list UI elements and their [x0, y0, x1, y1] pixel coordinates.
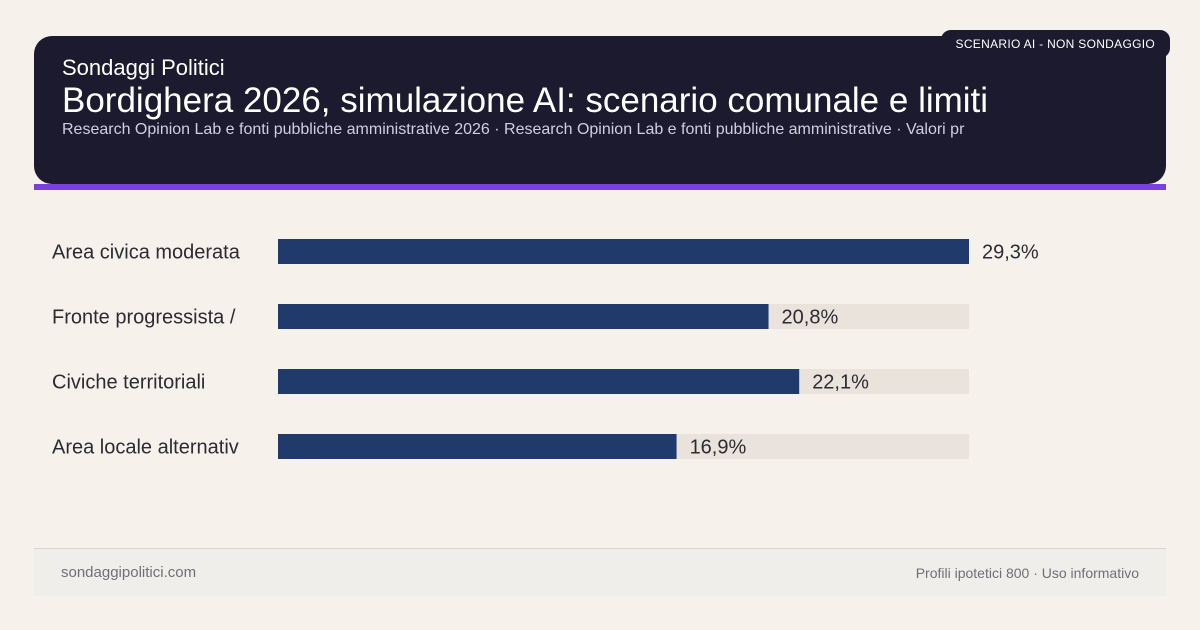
- value-label: 20,8%: [782, 307, 839, 329]
- chart-title: Bordighera 2026, simulazione AI: scenari…: [62, 81, 989, 120]
- category-label: Area locale alternativ: [52, 437, 239, 459]
- accent-divider: [34, 184, 1166, 190]
- footer-note: Profili ipotetici 800 · Uso informativo: [915, 564, 1139, 581]
- category-label: Area civica moderata: [52, 242, 241, 264]
- chart-subtitle: Research Opinion Lab e fonti pubbliche a…: [62, 121, 965, 138]
- category-label: Fronte progressista /: [52, 307, 236, 329]
- value-label: 22,1%: [812, 372, 869, 394]
- scenario-badge: SCENARIO AI - NON SONDAGGIO: [940, 30, 1170, 58]
- bar: [278, 304, 769, 329]
- bar: [278, 239, 969, 264]
- category-label: Civiche territoriali: [52, 372, 205, 394]
- header-banner: Sondaggi Politici Bordighera 2026, simul…: [34, 36, 1166, 184]
- brand-name: Sondaggi Politici: [62, 55, 225, 80]
- value-label: 29,3%: [982, 242, 1039, 264]
- bar: [278, 434, 677, 459]
- footer: sondaggipolitici.com Profili ipotetici 8…: [34, 548, 1166, 596]
- footer-site: sondaggipolitici.com: [61, 564, 197, 581]
- bar: [278, 369, 800, 394]
- value-label: 16,9%: [690, 437, 747, 459]
